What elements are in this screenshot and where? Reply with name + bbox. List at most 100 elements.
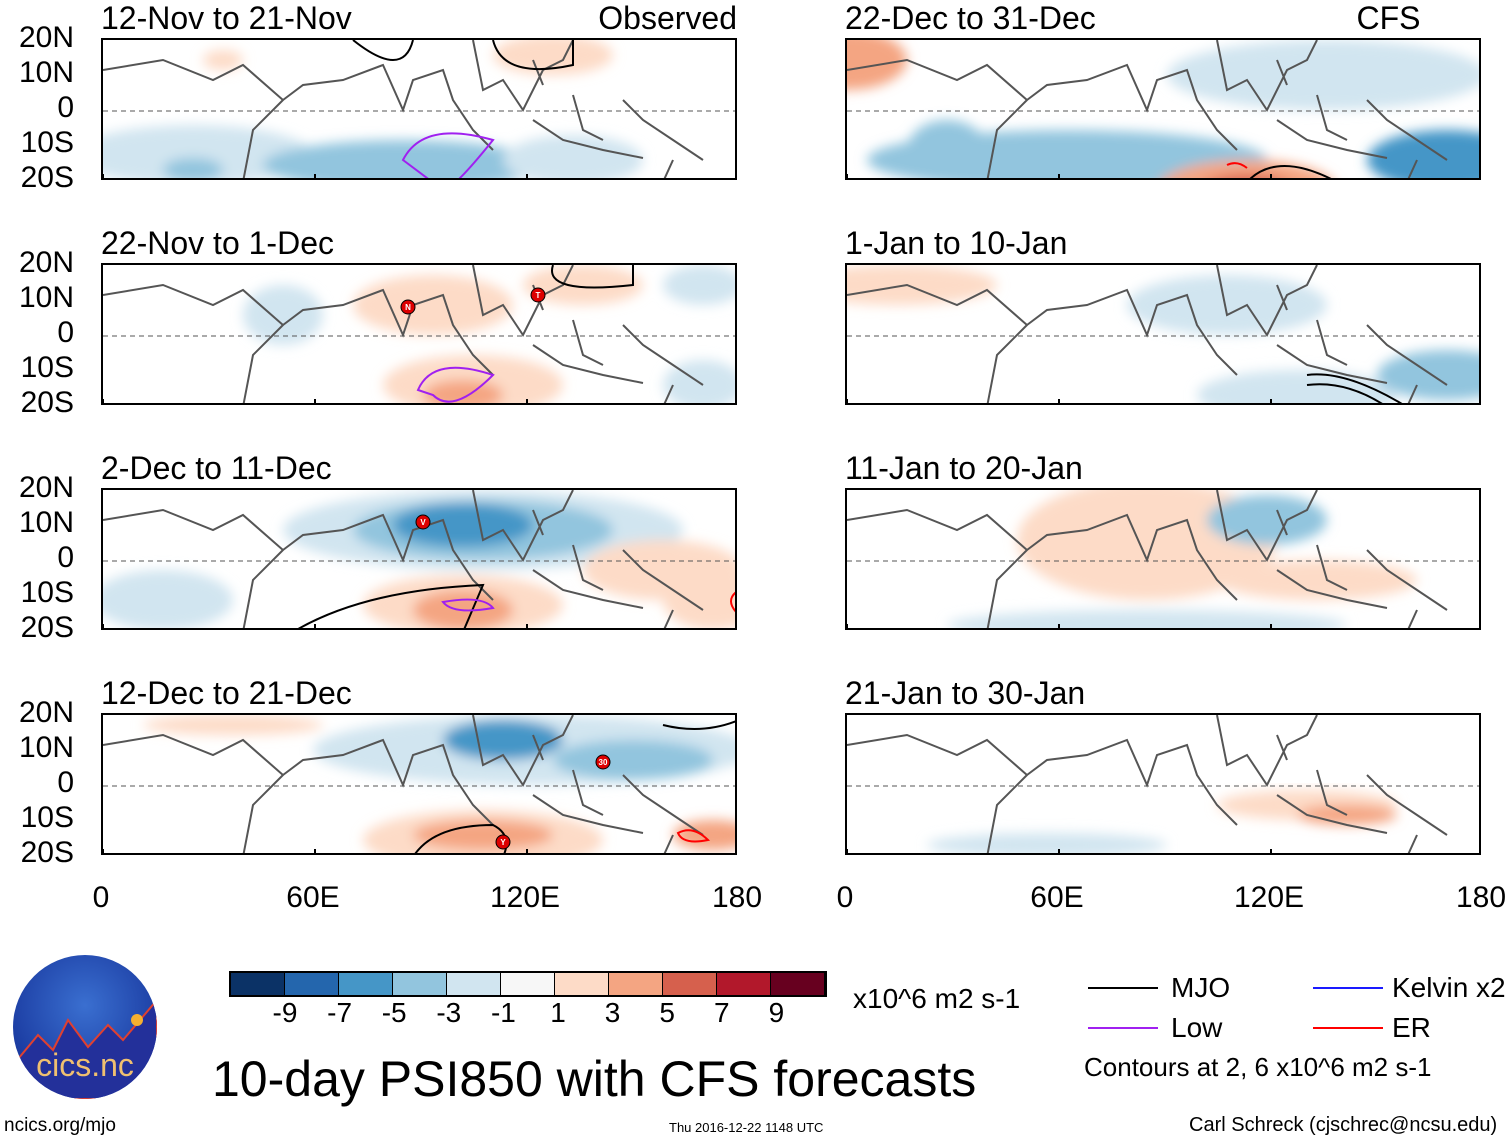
contour-line	[298, 583, 485, 628]
anomaly-shading	[673, 820, 735, 850]
contour-line	[416, 366, 495, 403]
panel-title: 11-Jan to 20-Jan	[845, 450, 1083, 486]
legend-kelvin-line	[1313, 987, 1383, 989]
cics-logo: cics.nc	[13, 955, 157, 1099]
anomaly-shading	[203, 50, 243, 70]
colorbar-swatch	[717, 973, 771, 995]
tropical-cyclone-icon: T	[530, 287, 546, 303]
y-tick-label: 20N	[18, 471, 74, 504]
anomaly-shading	[423, 380, 503, 403]
y-tick-label: 0	[57, 316, 74, 349]
colorbar-swatch	[555, 973, 609, 995]
panel-title: 22-Dec to 31-Dec	[845, 0, 1096, 36]
map-panel	[845, 263, 1481, 405]
colorbar-tick-label: 9	[768, 997, 785, 1028]
anomaly-shading	[663, 265, 735, 305]
x-tick-label: 0	[836, 881, 854, 914]
contour-line	[1306, 383, 1383, 403]
contour-line	[1306, 373, 1403, 403]
legend-kelvin-label: Kelvin x2	[1392, 972, 1506, 1003]
y-tick-label: 10N	[18, 56, 74, 89]
anomaly-shading	[1197, 370, 1397, 403]
y-tick-label: 10S	[20, 126, 74, 159]
anomaly-shading	[1377, 350, 1479, 400]
contour-line	[662, 720, 735, 730]
anomaly-shading	[1207, 495, 1327, 545]
coastlines	[847, 265, 1448, 403]
legend-mjo-line	[1088, 987, 1158, 989]
anomaly-shading	[847, 265, 997, 305]
panel-title: 2-Dec to 11-Dec	[101, 450, 332, 486]
tropical-cyclone-icon: V	[415, 514, 431, 530]
anomaly-shading	[103, 570, 233, 628]
contour-line	[1226, 162, 1248, 169]
y-tick-label: 20S	[20, 161, 74, 194]
anomaly-shading	[927, 833, 1167, 853]
panel-title: 12-Dec to 21-Dec	[101, 675, 352, 711]
legend-mjo-label: MJO	[1171, 972, 1231, 1003]
colorbar-tick-label: -7	[327, 997, 353, 1028]
coastlines	[103, 265, 704, 403]
colorbar	[229, 971, 827, 997]
colorbar-tick-label: -1	[490, 997, 516, 1028]
anomaly-shading	[103, 125, 313, 178]
legend-low-line	[1088, 1027, 1158, 1029]
storm-label: N	[405, 303, 411, 312]
colorbar-tick-label: -9	[272, 997, 298, 1028]
coastlines	[103, 40, 704, 178]
legend-low-label: Low	[1171, 1012, 1223, 1043]
anomaly-shading	[353, 275, 513, 335]
colorbar-tick-label: -3	[436, 997, 462, 1028]
panel-title: 22-Nov to 1-Dec	[101, 225, 334, 261]
y-tick-label: 20N	[18, 21, 74, 54]
colorbar-tick-label: -5	[381, 997, 407, 1028]
colorbar-tick-label: 7	[714, 997, 730, 1028]
anomaly-shading	[413, 820, 553, 850]
contour-line	[441, 598, 495, 612]
y-tick-label: 20S	[20, 611, 74, 644]
map-panel	[845, 713, 1481, 855]
map-panel: 30 Y	[101, 713, 737, 855]
author-credit: Carl Schreck (cjschrec@ncsu.edu)	[1189, 1114, 1498, 1136]
anomaly-shading	[503, 135, 643, 178]
y-tick-label: 10N	[18, 281, 74, 314]
anomaly-shading	[947, 610, 1347, 628]
storm-label: V	[420, 518, 426, 527]
storm-label: Y	[500, 838, 506, 847]
storm-label: T	[536, 291, 541, 300]
y-tick-label: 10S	[20, 801, 74, 834]
map-panel: V	[101, 488, 737, 630]
y-tick-label: 0	[57, 541, 74, 574]
anomaly-shading	[553, 740, 713, 780]
tropical-cyclone-icon: Y	[495, 834, 511, 850]
y-tick-label: 0	[57, 766, 74, 799]
colorbar-swatch	[339, 973, 393, 995]
coastlines	[103, 490, 704, 628]
storm-label: 30	[599, 758, 608, 767]
anomaly-shading	[1127, 275, 1327, 335]
site-link[interactable]: ncics.org/mjo	[4, 1115, 116, 1136]
timestamp: Thu 2016-12-22 1148 UTC	[669, 1120, 824, 1135]
anomaly-shading	[493, 40, 613, 75]
panel-title: 12-Nov to 21-Nov	[101, 0, 352, 36]
map-panel	[845, 488, 1481, 630]
y-tick-label: 10S	[20, 351, 74, 384]
coastlines	[103, 715, 704, 853]
y-tick-label: 10N	[18, 506, 74, 539]
anomaly-shading	[443, 720, 563, 760]
logo-mountains-icon	[13, 998, 157, 1099]
logo-text: cics.nc	[36, 1047, 134, 1083]
contour-line	[352, 40, 414, 61]
contour-line	[1249, 165, 1332, 178]
y-tick-label: 20N	[18, 696, 74, 729]
x-tick-label: 180	[711, 881, 763, 914]
legend-er-label: ER	[1392, 1012, 1431, 1043]
anomaly-shading	[393, 503, 533, 547]
contour-line	[551, 265, 634, 289]
colorbar-units: x10^6 m2 s-1	[853, 983, 1021, 1014]
anomaly-shading	[1167, 40, 1479, 110]
contour-line	[492, 40, 574, 71]
anomaly-shading	[413, 590, 513, 628]
legend-er-line	[1313, 1027, 1383, 1029]
